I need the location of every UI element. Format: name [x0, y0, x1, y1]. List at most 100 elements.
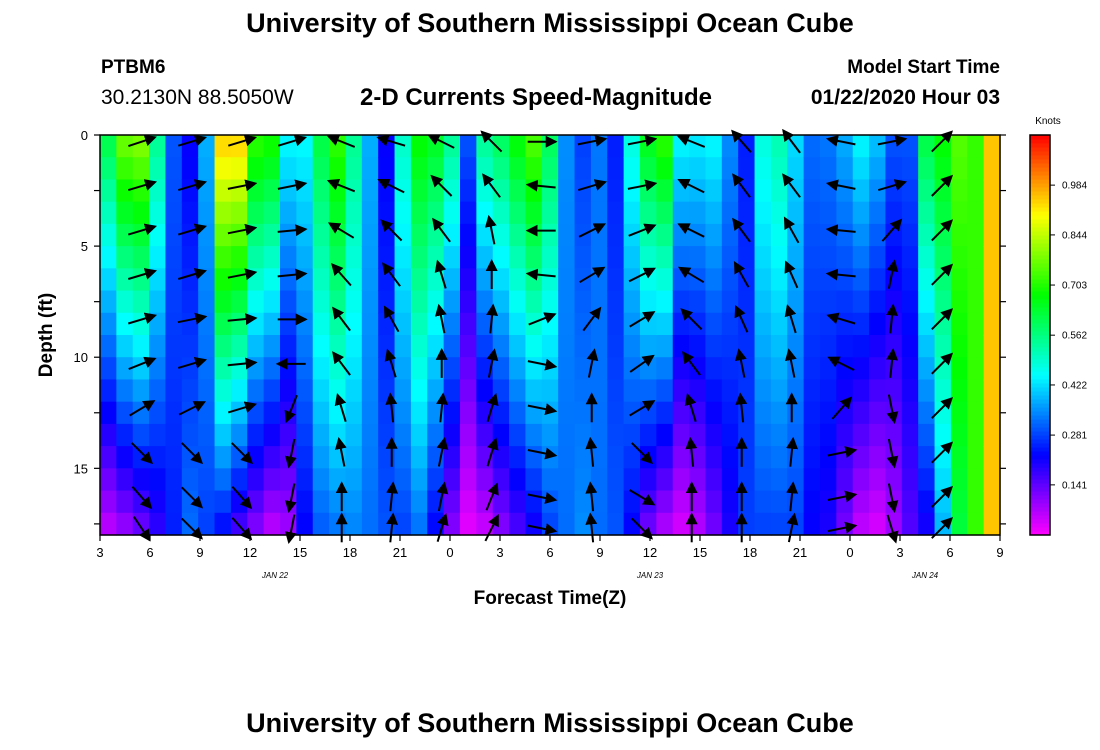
heatmap-cell [443, 268, 461, 292]
heatmap-cell [230, 379, 248, 403]
heatmap-cell [672, 246, 690, 269]
current-vector-arrow [786, 481, 799, 512]
heatmap-cell [901, 223, 919, 247]
heatmap-cell [100, 290, 117, 314]
heatmap-cell [901, 490, 919, 514]
model-start-label: Model Start Time [847, 57, 1000, 78]
heatmap-cell [181, 357, 199, 381]
heatmap-cell [247, 312, 265, 336]
heatmap-cell [460, 379, 477, 403]
heatmap-cell [296, 201, 314, 225]
heatmap-cell [541, 423, 559, 447]
colorbar-segment [1030, 199, 1050, 204]
heatmap-cell [214, 157, 232, 181]
heatmap-cell [541, 357, 559, 381]
heatmap-cell [623, 335, 641, 358]
heatmap-cell [918, 446, 936, 469]
heatmap-cell [787, 201, 805, 225]
heatmap-cell [803, 157, 821, 181]
current-vector-arrow [734, 348, 747, 378]
heatmap-cell [492, 157, 510, 181]
heatmap-cell [492, 401, 510, 425]
heatmap-cell [901, 335, 919, 358]
current-vector-arrow [434, 303, 447, 334]
x-tick-label: 18 [343, 545, 357, 560]
heatmap-cell [345, 201, 363, 225]
heatmap-cell [590, 512, 608, 536]
heatmap-cell [214, 312, 232, 336]
heatmap-cell [950, 379, 968, 403]
heatmap-cell [590, 490, 608, 514]
heatmap-cell [427, 157, 445, 181]
heatmap-cell [476, 423, 494, 447]
heatmap-cell [820, 468, 837, 492]
heatmap-cell [460, 179, 477, 203]
current-vector-arrow [386, 512, 399, 543]
heatmap-cell [312, 490, 330, 514]
heatmap-cell [836, 268, 854, 292]
heatmap-cell [345, 223, 363, 247]
current-vector-arrow [326, 179, 356, 193]
heatmap-cell [410, 157, 428, 181]
heatmap-cell [836, 223, 854, 247]
heatmap-cell [852, 468, 870, 492]
colorbar-segment [1030, 511, 1050, 516]
heatmap-cell [574, 512, 592, 536]
heatmap-cell [394, 201, 412, 225]
heatmap-cell [247, 179, 265, 203]
heatmap-cell [541, 201, 559, 225]
current-vector-arrow [629, 400, 656, 417]
heatmap-cell [640, 357, 657, 381]
heatmap-cell [361, 223, 379, 247]
heatmap-cell [329, 423, 347, 447]
heatmap-cell [345, 423, 363, 447]
date-labels: JAN 22 JAN 23 JAN 24 [261, 571, 939, 580]
heatmap-cell [132, 357, 150, 381]
current-vector-arrow [332, 306, 351, 332]
heatmap-cell [590, 357, 608, 381]
heatmap-cell [410, 290, 428, 314]
heatmap-cell [590, 401, 608, 425]
heatmap-cell [590, 423, 608, 447]
heatmap-cell [705, 201, 723, 225]
y-tick-label: 10 [74, 350, 88, 365]
heatmap-cell [329, 246, 347, 269]
colorbar-segment [1030, 191, 1050, 196]
heatmap-cell [901, 379, 919, 403]
current-vector-arrow [931, 396, 954, 419]
heatmap-cell [165, 423, 183, 447]
heatmap-cell [787, 379, 805, 403]
heatmap-cell [394, 246, 412, 269]
colorbar-segment [1030, 327, 1050, 332]
heatmap-cell [247, 446, 265, 469]
current-vector-arrow [128, 356, 157, 371]
colorbar-segment [1030, 403, 1050, 408]
heatmap-cell [738, 157, 756, 181]
heatmap-cell [869, 246, 887, 269]
heatmap-cell [116, 268, 134, 292]
colorbar-segment [1030, 451, 1050, 456]
current-vector-arrow [931, 174, 954, 197]
heatmap-cell [607, 490, 625, 514]
heatmap-cell [476, 290, 494, 314]
heatmap-cell [950, 512, 968, 536]
heatmap-cell [623, 357, 641, 381]
heatmap-cell [198, 290, 216, 314]
current-vector-arrow [178, 134, 208, 147]
heatmap-cell [705, 223, 723, 247]
current-vector-arrow [784, 348, 797, 378]
heatmap-cell [345, 379, 363, 403]
current-vector-arrow [277, 224, 308, 237]
heatmap-cell [836, 335, 854, 358]
heatmap-cell [181, 335, 199, 358]
heatmap-cell [378, 246, 396, 269]
heatmap-cell [100, 423, 117, 447]
heatmap-cell [950, 490, 968, 514]
heatmap-cell [689, 223, 707, 247]
heatmap-cell [181, 290, 199, 314]
heatmap-cell [394, 157, 412, 181]
heatmap-cell [967, 490, 985, 514]
heatmap-cell [689, 246, 707, 269]
current-vector-arrow [579, 266, 606, 284]
heatmap-cell [361, 246, 379, 269]
